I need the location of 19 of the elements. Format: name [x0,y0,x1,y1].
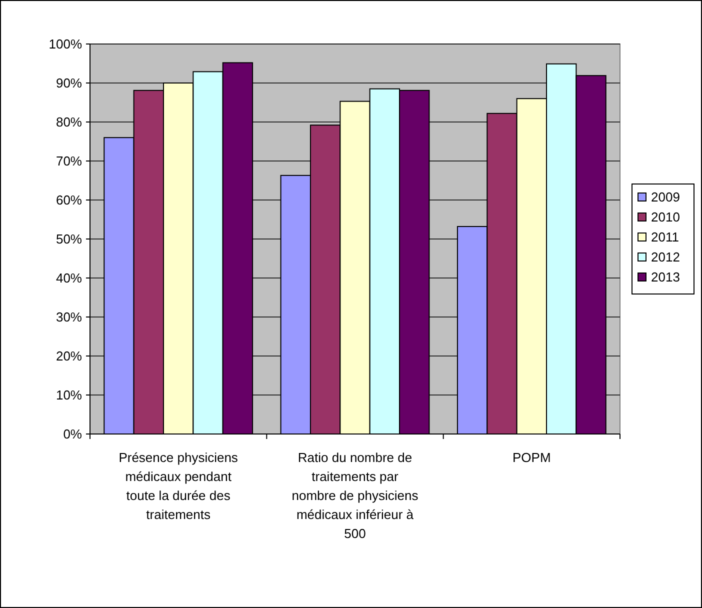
y-tick-label: 40% [56,270,82,286]
y-tick-label: 100% [48,36,82,52]
y-tick-label: 30% [56,310,82,325]
x-tick-label: Présence physiciens médicaux pendant toute la durée des traitements [118,450,238,522]
legend-label: 2011 [651,230,679,245]
y-tick-label: 90% [56,76,82,91]
legend-label: 2010 [651,210,680,225]
y-tick-label: 70% [56,154,82,169]
y-tick-label: 20% [56,348,82,364]
y-tick-label: 60% [56,192,82,208]
x-tick-label: Ratio du nombre de traitements par nombre de physiciens médicaux inférieur à 500 [292,450,419,541]
y-tick-label: 50% [56,232,82,247]
y-tick-label: 0% [63,426,82,442]
y-tick-label: 10% [56,388,82,403]
y-tick-label: 80% [56,114,82,130]
legend-label: 2009 [651,190,680,205]
legend-label: 2013 [651,270,680,285]
x-tick-label: POPM [512,450,551,465]
legend-label: 2012 [651,250,680,265]
